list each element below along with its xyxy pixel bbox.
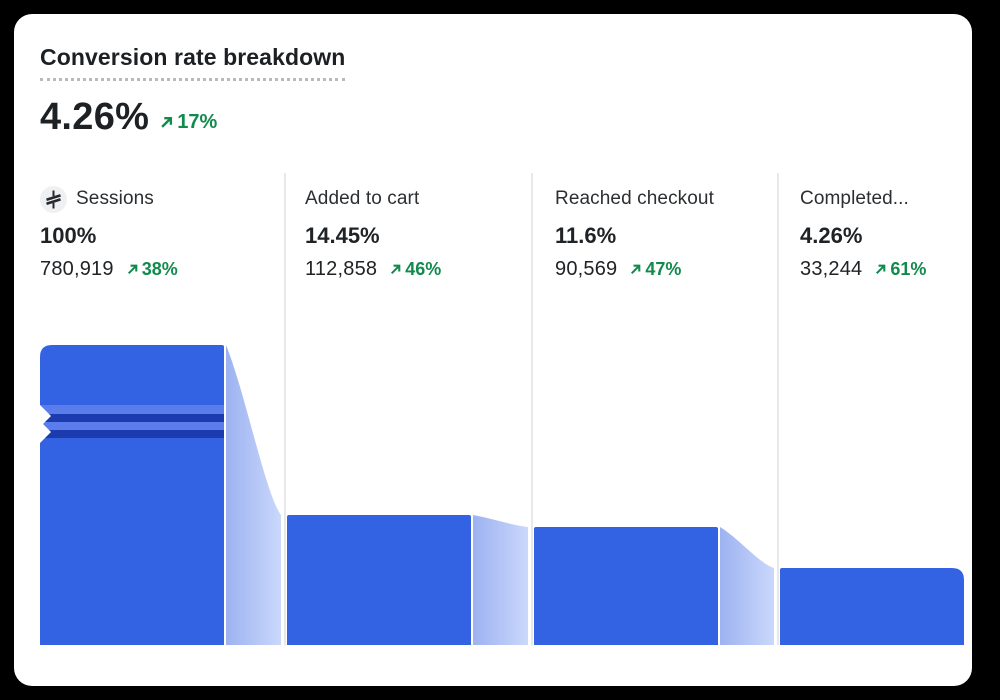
step-conversion-pct: 14.45% bbox=[305, 223, 380, 248]
step-label: Reached checkout bbox=[555, 188, 714, 209]
funnel-bar-2[interactable] bbox=[534, 527, 718, 645]
trend-up-icon bbox=[631, 264, 641, 275]
kpi-trend: 17% bbox=[159, 111, 217, 134]
funnel-connector-0[interactable] bbox=[226, 345, 281, 645]
step-conversion-pct: 4.26% bbox=[800, 223, 863, 248]
step-trend-value: 38% bbox=[141, 259, 178, 279]
trend-up-icon bbox=[161, 116, 173, 128]
axis-break-notch bbox=[40, 405, 51, 427]
card-title[interactable]: Conversion rate breakdown bbox=[40, 44, 346, 81]
funnel-chart[interactable] bbox=[40, 335, 965, 645]
funnel-connector-1[interactable] bbox=[473, 515, 528, 645]
trend-up-icon bbox=[127, 264, 138, 275]
step-conversion-pct: 11.6% bbox=[555, 223, 617, 248]
trend-up-icon bbox=[876, 264, 886, 275]
column-divider bbox=[531, 173, 533, 645]
step-trend-value: 46% bbox=[405, 259, 442, 279]
axis-break-icon bbox=[40, 185, 67, 213]
step-label: Sessions bbox=[76, 188, 154, 209]
step-label: Added to cart bbox=[305, 188, 420, 209]
step-trend: 38% bbox=[126, 259, 178, 280]
funnel-bar-0[interactable] bbox=[40, 345, 224, 645]
step-count: 112,858 bbox=[305, 258, 378, 280]
step-trend: 46% bbox=[389, 259, 441, 280]
step-trend: 47% bbox=[629, 259, 681, 280]
axis-break-notch bbox=[40, 421, 51, 443]
funnel-step-sessions: Sessions 100% 780,919 38% bbox=[40, 184, 265, 281]
axis-break-stripe bbox=[40, 405, 224, 414]
step-count: 780,919 bbox=[40, 258, 114, 280]
kpi-row: 4.26% 17% bbox=[40, 96, 217, 139]
step-conversion-pct: 100% bbox=[40, 223, 97, 248]
step-count: 33,244 bbox=[800, 258, 863, 280]
funnel-step-reached-checkout: Reached checkout 11.6% 90,569 47% bbox=[555, 184, 780, 281]
funnel-step-added-to-cart: Added to cart 14.45% 112,858 46% bbox=[305, 184, 530, 281]
trend-up-icon bbox=[391, 264, 401, 275]
axis-break-stripe bbox=[40, 422, 224, 430]
step-trend-value: 47% bbox=[645, 259, 682, 279]
column-divider bbox=[284, 173, 286, 645]
step-count: 90,569 bbox=[555, 258, 618, 280]
conversion-rate-card: Conversion rate breakdown 4.26% 17% Sess… bbox=[14, 14, 972, 686]
step-trend-value: 61% bbox=[890, 259, 927, 279]
funnel-step-completed: Completed... 4.26% 33,244 61% bbox=[800, 184, 972, 281]
funnel-bar-1[interactable] bbox=[287, 515, 471, 645]
step-label: Completed... bbox=[800, 188, 909, 209]
kpi-value: 4.26% bbox=[40, 96, 150, 138]
axis-break-stripe bbox=[40, 430, 224, 438]
funnel-connector-2[interactable] bbox=[720, 527, 774, 645]
funnel-bar-3[interactable] bbox=[780, 568, 964, 645]
step-trend: 61% bbox=[874, 259, 926, 280]
column-divider bbox=[777, 173, 779, 645]
kpi-trend-value: 17% bbox=[177, 111, 218, 133]
axis-break-stripe bbox=[40, 414, 224, 422]
